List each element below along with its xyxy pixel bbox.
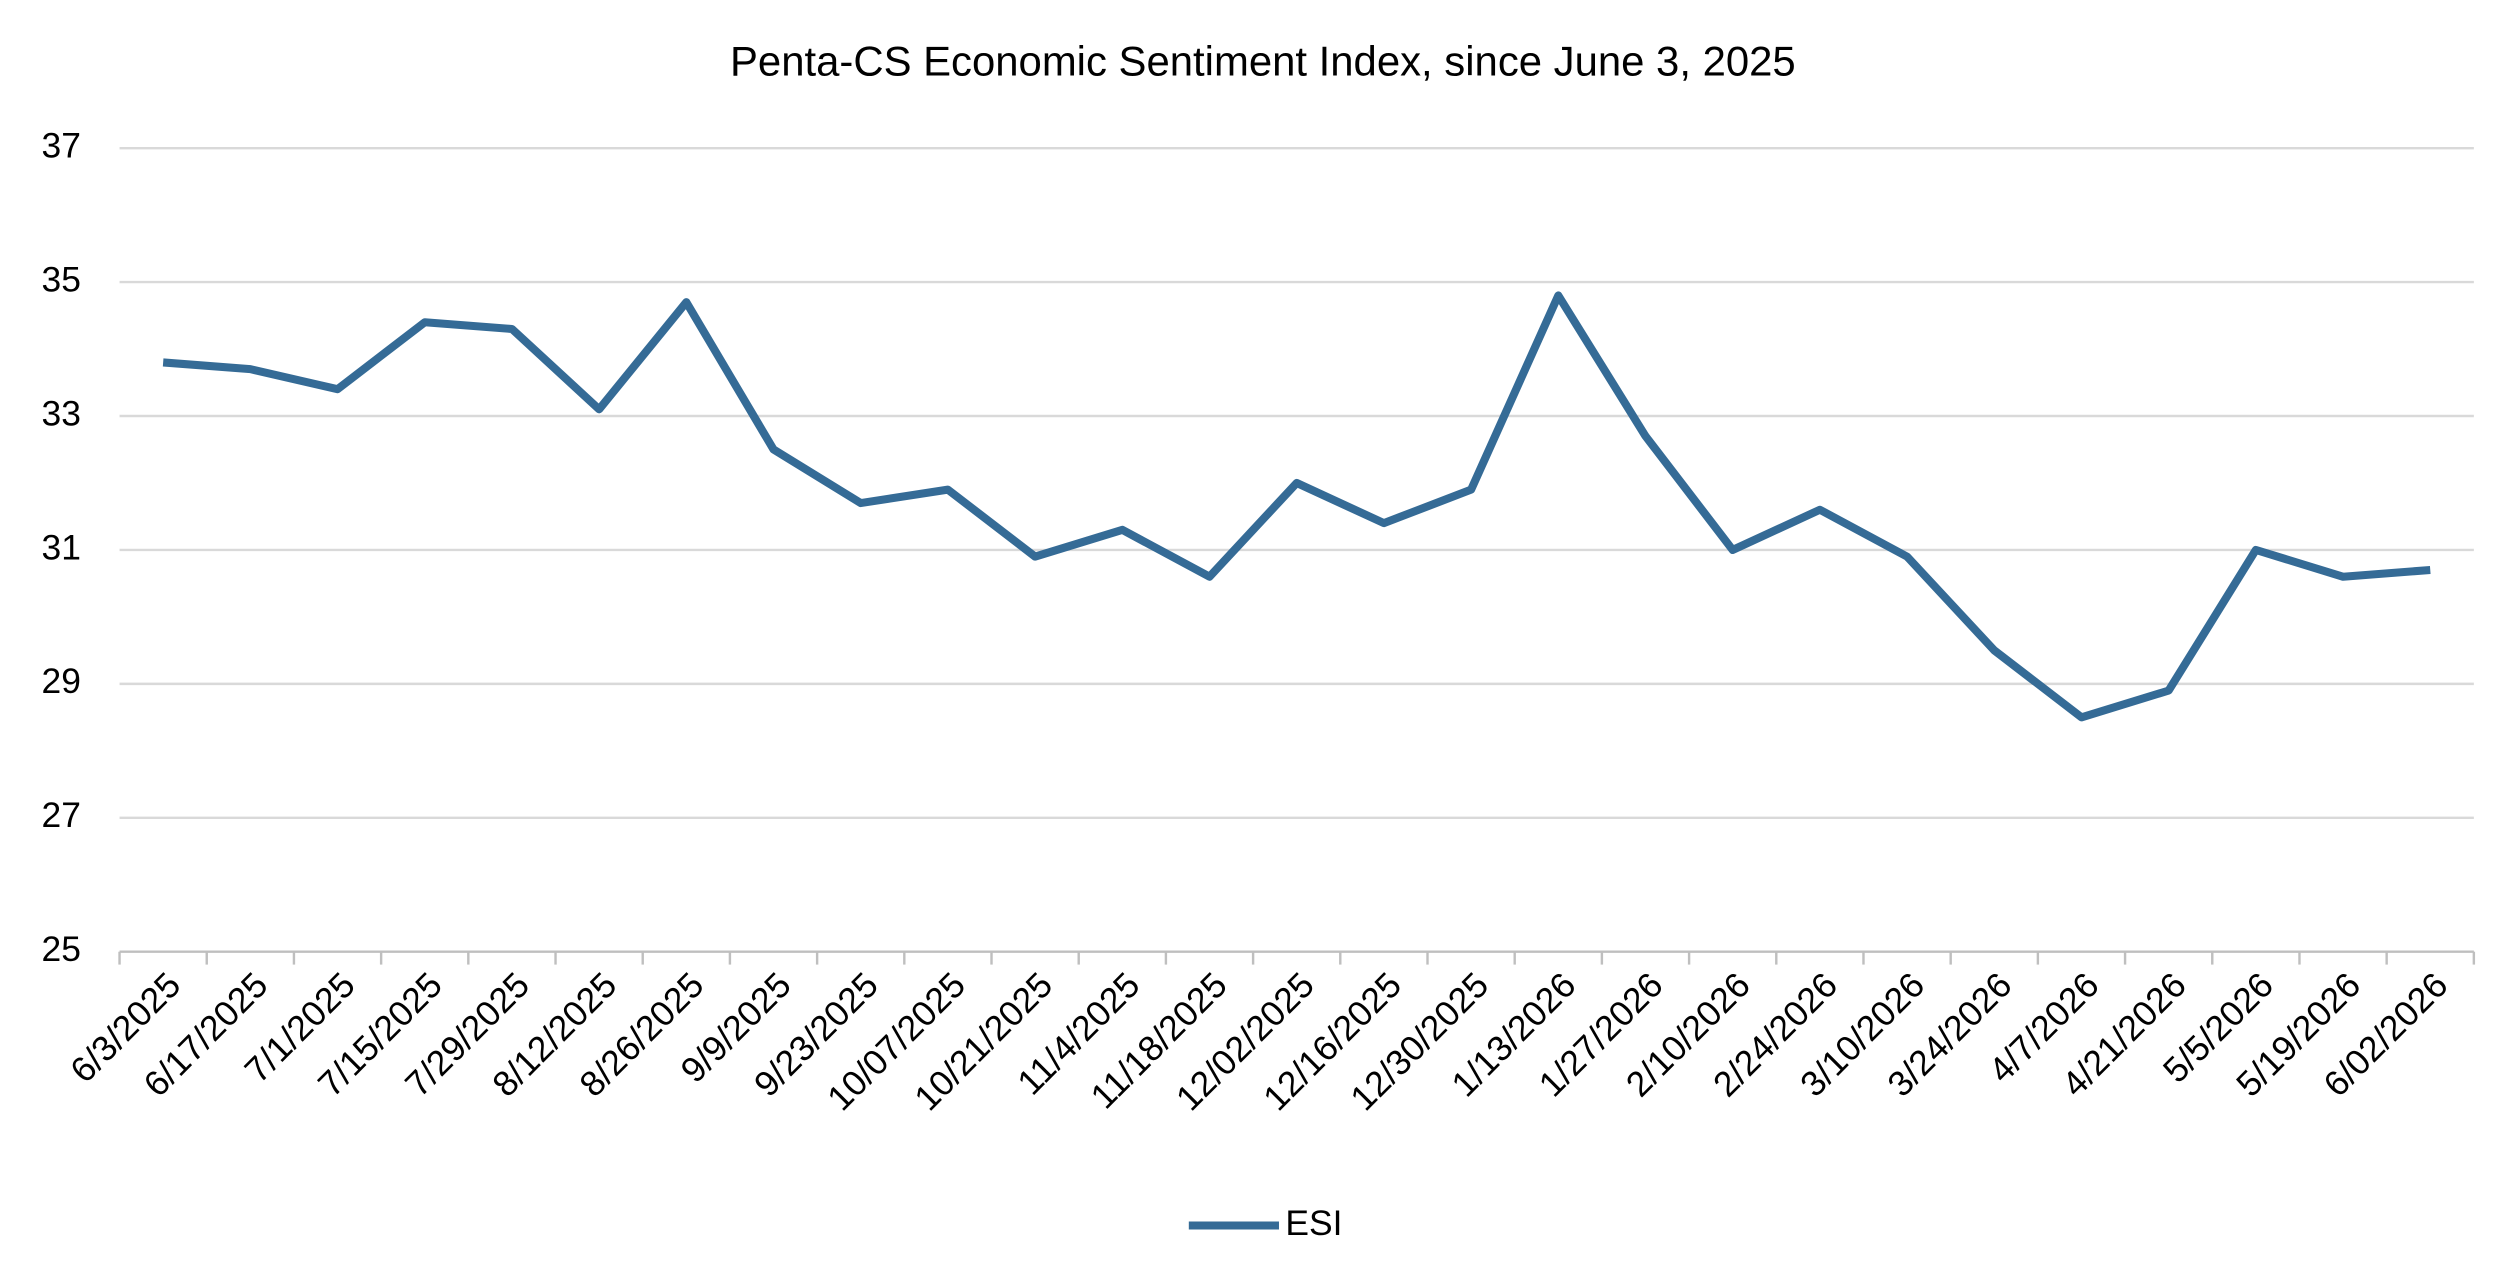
y-tick-label: 37 bbox=[42, 126, 81, 166]
y-tick-label: 35 bbox=[42, 259, 81, 299]
y-tick-label: 31 bbox=[42, 527, 81, 567]
legend-label: ESI bbox=[1285, 1203, 1342, 1243]
y-tick-label: 27 bbox=[42, 795, 81, 835]
y-tick-label: 33 bbox=[42, 393, 81, 433]
chart-title: Penta-CS Economic Sentiment Index, since… bbox=[730, 37, 1796, 84]
y-tick-label: 29 bbox=[42, 661, 81, 701]
data-line bbox=[162, 291, 2431, 722]
y-tick-label: 25 bbox=[42, 929, 81, 969]
